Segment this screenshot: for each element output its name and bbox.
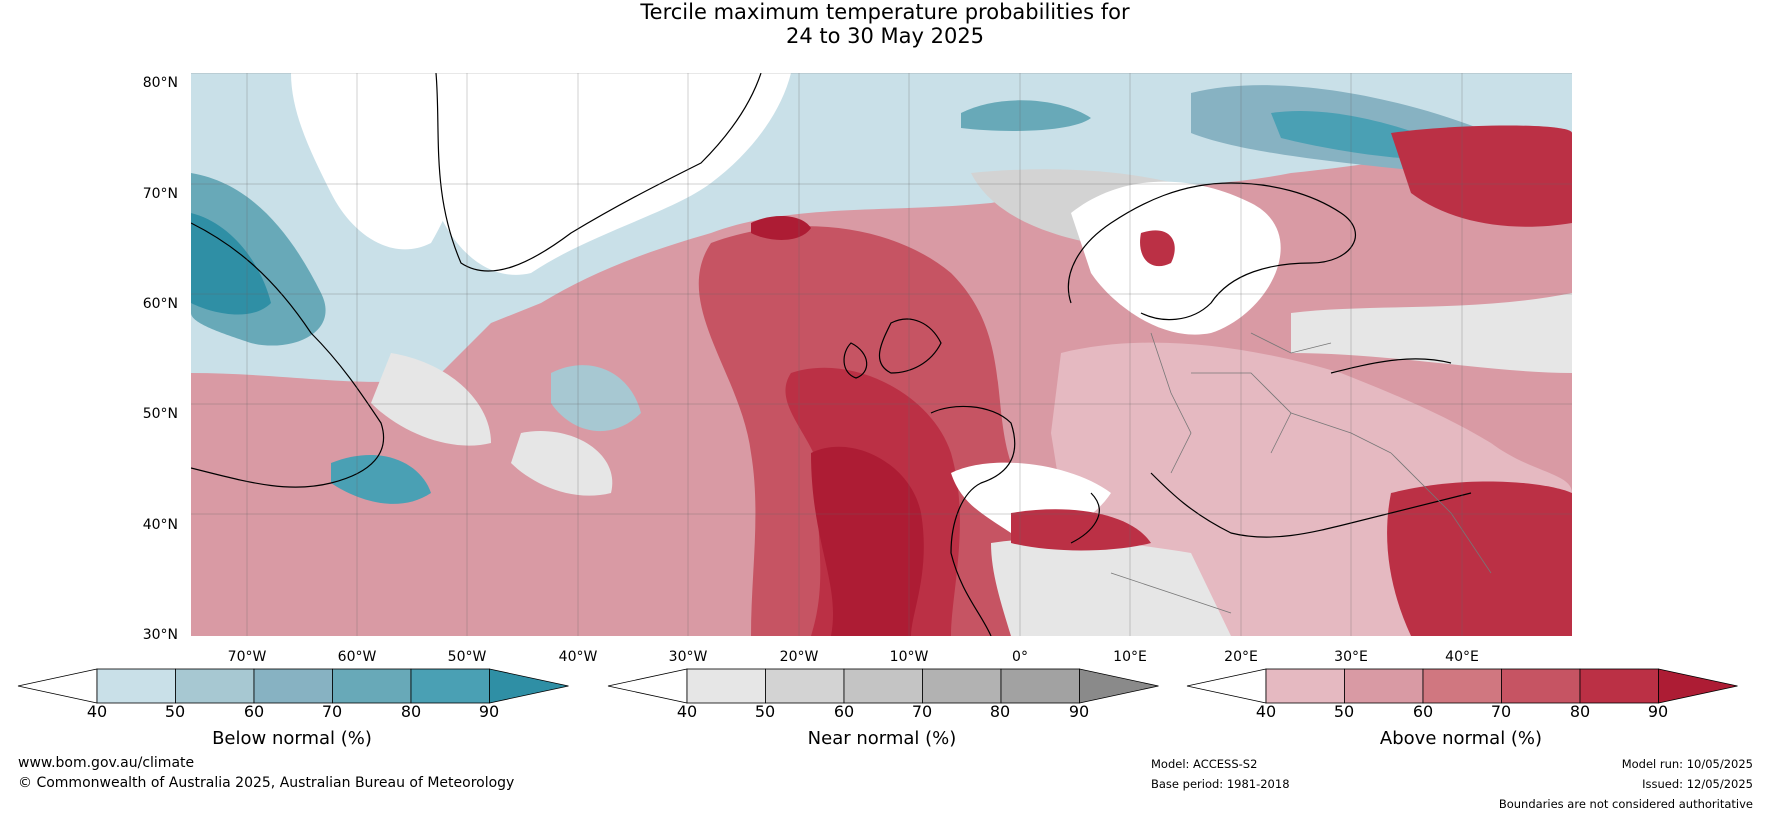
colorbar-near-title: Near normal (%) [807,728,957,749]
colorbar-swatch-3 [253,668,333,704]
graticule [191,73,1572,636]
near-tick-40: 40 [676,702,698,721]
colorbar-swatch-4 [922,668,1002,704]
above-tick-40: 40 [1255,702,1277,721]
colorbar-below-title: Below normal (%) [212,728,372,749]
lat-label-30n: 30°N [142,627,178,643]
greenland-sea-cool-region [961,100,1091,131]
near-tick-80: 80 [989,702,1011,721]
lon-label-20w: 20°W [779,649,819,665]
colorbar-low-extend [17,668,98,704]
lon-label-0: 0° [1012,649,1028,665]
colorbar-swatch-4 [1501,668,1581,704]
below-tick-60: 60 [243,702,265,721]
colorbar-swatch-1 [686,668,766,704]
colorbar-above-normal-swatches [1186,668,1738,704]
footer-issued: Issued: 12/05/2025 [1642,777,1753,791]
below-tick-90: 90 [478,702,500,721]
lat-label-50n: 50°N [142,406,178,422]
above-tick-70: 70 [1490,702,1512,721]
colorbar-swatch-1 [96,668,176,704]
lon-label-30w: 30°W [668,649,708,665]
russia-warm-region [1391,125,1572,227]
footer-copyright: © Commonwealth of Australia 2025, Austra… [18,775,515,791]
below-tick-50: 50 [164,702,186,721]
lon-label-40w: 40°W [558,649,598,665]
lon-label-40e: 40°E [1445,649,1479,665]
colorbar-high-extend [1658,668,1738,704]
lat-label-70n: 70°N [142,186,178,202]
colorbar-above-title: Above normal (%) [1379,728,1543,749]
lon-label-10e: 10°E [1113,649,1147,665]
above-tick-50: 50 [1333,702,1355,721]
colorbar-swatch-1 [1265,668,1345,704]
lon-label-30e: 30°E [1334,649,1368,665]
below-tick-40: 40 [86,702,108,721]
finland-warm-patch [1140,230,1175,267]
lon-label-20e: 20°E [1224,649,1258,665]
gulfstream-cool-patch [331,454,431,504]
footer-disclaimer: Boundaries are not considered authoritat… [1498,797,1753,811]
mediterranean-warm-band [1011,509,1151,551]
colorbar-swatch-3 [1422,668,1502,704]
mid-atlantic-cool-patch [551,365,641,432]
colorbar-swatch-5 [1000,668,1080,704]
colorbar-near-normal-swatches [607,668,1159,704]
middle-east-warm-region [1387,481,1572,636]
near-tick-50: 50 [754,702,776,721]
near-tick-70: 70 [911,702,933,721]
above-tick-80: 80 [1569,702,1591,721]
colorbar-swatch-3 [843,668,923,704]
lon-label-50w: 50°W [447,649,487,665]
colorbar-high-extend [489,668,569,704]
colorbar-swatch-5 [410,668,490,704]
footer-model-run: Model run: 10/05/2025 [1621,757,1753,771]
title-line-2: 24 to 30 May 2025 [785,24,985,48]
lat-label-40n: 40°N [142,517,178,533]
colorbar-swatch-4 [332,668,412,704]
colorbar-near-normal [607,668,1159,704]
iceland-warm [751,216,811,240]
colorbar-swatch-2 [765,668,845,704]
colorbar-above-normal [1186,668,1738,704]
lon-label-60w: 60°W [337,649,377,665]
labrador-coldest-region [191,213,271,315]
greenland-region [428,73,791,275]
colorbar-low-extend [1186,668,1267,704]
above-tick-90: 90 [1647,702,1669,721]
title-line-1: Tercile maximum temperature probabilitie… [640,0,1130,24]
colorbar-below-normal [17,668,569,704]
colorbar-swatch-2 [175,668,255,704]
scandinavia-region [1071,181,1281,335]
probability-map [191,73,1572,636]
footer-base-period: Base period: 1981-2018 [1151,777,1290,791]
lat-label-80n: 80°N [142,75,178,91]
map-title: Tercile maximum temperature probabilitie… [0,0,1770,48]
footer-model: Model: ACCESS-S2 [1151,757,1258,771]
colorbar-high-extend [1079,668,1159,704]
footer-website: www.bom.gov.au/climate [18,755,195,771]
above-tick-60: 60 [1412,702,1434,721]
lon-label-70w: 70°W [227,649,267,665]
newfoundland-near-normal [371,353,491,446]
colorbar-below-normal-swatches [17,668,569,704]
north-africa-near-normal [991,538,1231,636]
atlantic-near-normal [511,431,613,496]
baffin-region [291,73,491,250]
colorbar-swatch-5 [1579,668,1659,704]
near-tick-90: 90 [1068,702,1090,721]
lon-label-10w: 10°W [889,649,929,665]
below-tick-80: 80 [400,702,422,721]
russia-near-normal [1291,293,1572,373]
lat-label-60n: 60°N [142,296,178,312]
colorbar-swatch-2 [1344,668,1424,704]
colorbar-low-extend [607,668,688,704]
near-tick-60: 60 [833,702,855,721]
map-canvas [191,73,1572,636]
coastlines [191,73,1472,636]
below-tick-70: 70 [321,702,343,721]
atlantic-core [811,446,924,636]
